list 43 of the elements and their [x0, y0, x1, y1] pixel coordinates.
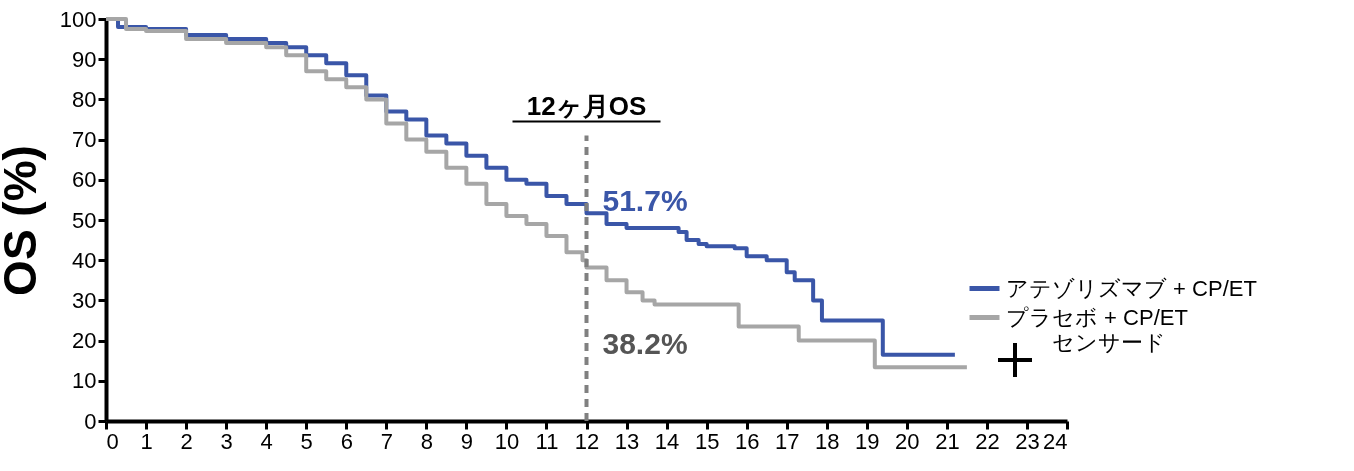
x-tick-label: 0	[106, 428, 119, 454]
x-tick-label: 12	[574, 428, 600, 454]
legend-label: アテゾリズマブ + CP/ET	[1006, 275, 1257, 301]
x-tick-label: 7	[380, 428, 393, 454]
y-tick-label: 60	[72, 167, 97, 193]
x-tick-label: 9	[460, 428, 473, 454]
y-tick-label: 100	[59, 6, 97, 32]
x-tick-label: 5	[300, 428, 313, 454]
y-tick-label: 30	[72, 287, 97, 313]
x-tick-label: 6	[340, 428, 353, 454]
x-tick-label: 10	[494, 428, 520, 454]
x-tick-label: 18	[815, 428, 840, 454]
y-tick-label: 70	[72, 127, 97, 153]
x-tick-label: 16	[734, 428, 760, 454]
x-tick-label: 19	[855, 428, 880, 454]
x-tick-label: 3	[220, 428, 233, 454]
y-tick-label: 50	[72, 207, 97, 233]
y-tick-label: 0	[84, 408, 97, 434]
annotation: 38.2%	[602, 327, 688, 361]
y-tick-label: 80	[72, 86, 97, 112]
x-tick-label: 8	[420, 428, 433, 454]
y-tick-label: 40	[72, 247, 97, 273]
x-tick-label: 21	[935, 428, 960, 454]
x-tick-label: 2	[180, 428, 193, 454]
x-tick-label: 13	[614, 428, 640, 454]
y-tick-label: 10	[72, 368, 97, 394]
y-axis-title: OS (%)	[0, 145, 46, 296]
x-tick-label: 4	[260, 428, 273, 454]
legend-label: プラセボ + CP/ET	[1006, 304, 1188, 330]
x-tick-label: 24	[1043, 428, 1068, 454]
annotation: 51.7%	[602, 184, 688, 218]
x-tick-label: 15	[694, 428, 720, 454]
x-tick-label: 14	[654, 428, 680, 454]
x-tick-label: 22	[975, 428, 1000, 454]
x-tick-label: 23	[1015, 428, 1040, 454]
y-tick-label: 20	[72, 328, 97, 354]
y-tick-label: 90	[72, 46, 97, 72]
annotation: センサード	[1052, 330, 1166, 355]
x-tick-label: 20	[895, 428, 920, 454]
x-tick-label: 1	[140, 428, 153, 454]
x-tick-label: 11	[535, 428, 559, 454]
x-tick-label: 17	[774, 428, 800, 454]
ref-line-label: 12ヶ月OS	[526, 90, 647, 121]
